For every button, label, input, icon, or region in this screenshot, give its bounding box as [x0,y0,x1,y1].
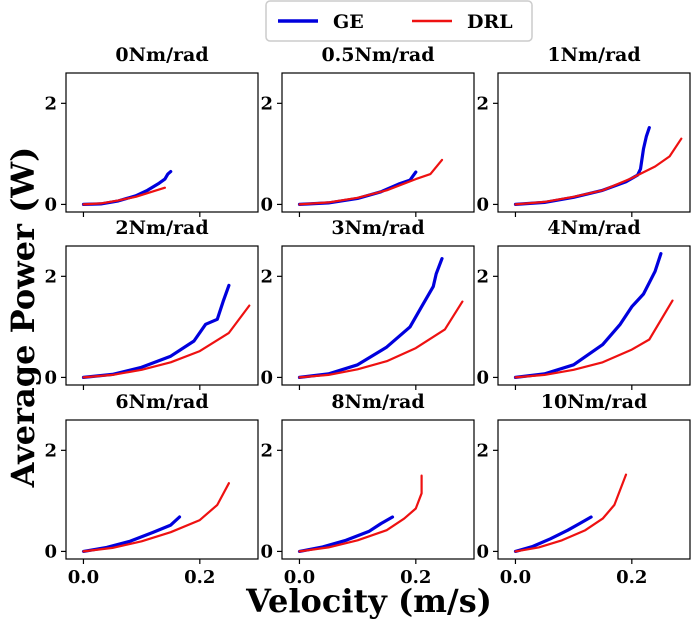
y-tick-label: 0 [260,541,273,562]
series-line-drl [298,158,444,206]
series-line-ge [297,515,395,554]
axes-frame [497,245,691,386]
y-axis-label: Average Power (W) [4,147,42,489]
axes-frame [497,419,691,560]
axes-frame [281,419,475,560]
axes-frame [65,72,259,213]
y-tick-label: 0 [44,194,57,215]
series-line-ge [513,515,593,554]
y-tick-label: 2 [44,440,57,461]
series-line-ge [513,252,663,379]
axes-frame [497,72,691,213]
panel-title: 6Nm/rad [115,391,208,413]
legend-frame [265,0,533,42]
series-line-drl [298,300,464,379]
panel-7: 8Nm/rad 0 2 0.0 0.2 [260,391,475,588]
x-tick-label: 0.2 [400,567,431,588]
axes-frame [281,72,475,213]
series-line-drl [514,473,628,553]
y-tick-label: 0 [476,541,489,562]
legend-drl-label: DRL [467,11,513,33]
legend: GE DRL [265,0,533,42]
series-line-drl [82,482,230,553]
x-axis-label: Velocity (m/s) [245,582,492,620]
x-tick-label: 0.2 [616,567,647,588]
series-line-ge [297,170,418,206]
y-tick-label: 2 [476,93,489,114]
series-line-ge [513,125,651,206]
panel-2: 1Nm/rad 0 2 [476,44,691,217]
panel-0: 0Nm/rad 0 2 [44,44,259,217]
y-tick-label: 0 [260,194,273,215]
panels: 0Nm/rad020.5Nm/rad021Nm/rad022Nm/rad023N… [44,44,691,588]
axes-frame [65,419,259,560]
y-tick-label: 0 [44,541,57,562]
axes-frame [281,245,475,386]
panel-1: 0.5Nm/rad 0 2 [260,44,475,217]
panel-4: 3Nm/rad 0 2 [260,217,475,390]
y-tick-label: 0 [476,367,489,388]
panel-title: 8Nm/rad [331,391,424,413]
series-line-drl [514,137,683,206]
panel-8: 10Nm/rad 0 2 0.0 0.2 [476,391,691,588]
x-tick-label: 0.0 [500,567,531,588]
y-tick-label: 0 [44,367,57,388]
panel-3: 2Nm/rad 0 2 [44,217,259,390]
axes-frame [65,245,259,386]
series-line-drl [82,304,251,379]
x-tick-label: 0.0 [68,567,99,588]
series-line-ge [297,257,444,379]
y-tick-label: 2 [260,266,273,287]
legend-ge-label: GE [333,11,364,33]
y-tick-label: 2 [44,266,57,287]
y-tick-label: 2 [260,440,273,461]
panel-title: 3Nm/rad [331,217,424,239]
panel-title: 4Nm/rad [547,217,640,239]
x-tick-label: 0.2 [184,567,215,588]
panel-title: 0.5Nm/rad [321,44,434,66]
series-line-drl [514,299,674,379]
y-tick-label: 2 [260,93,273,114]
panel-title: 0Nm/rad [115,44,208,66]
x-tick-label: 0.0 [284,567,315,588]
y-tick-label: 0 [260,367,273,388]
series-line-ge [81,283,231,379]
series-line-drl [298,474,423,553]
panel-6: 6Nm/rad 0 2 0.0 0.2 [44,391,259,588]
series-line-drl [82,186,166,206]
y-tick-label: 2 [44,93,57,114]
y-tick-label: 2 [476,440,489,461]
y-tick-label: 2 [476,266,489,287]
panel-title: 2Nm/rad [115,217,208,239]
panel-title: 1Nm/rad [547,44,640,66]
panel-5: 4Nm/rad 0 2 [476,217,691,390]
y-tick-label: 0 [476,194,489,215]
panel-title: 10Nm/rad [541,391,647,413]
